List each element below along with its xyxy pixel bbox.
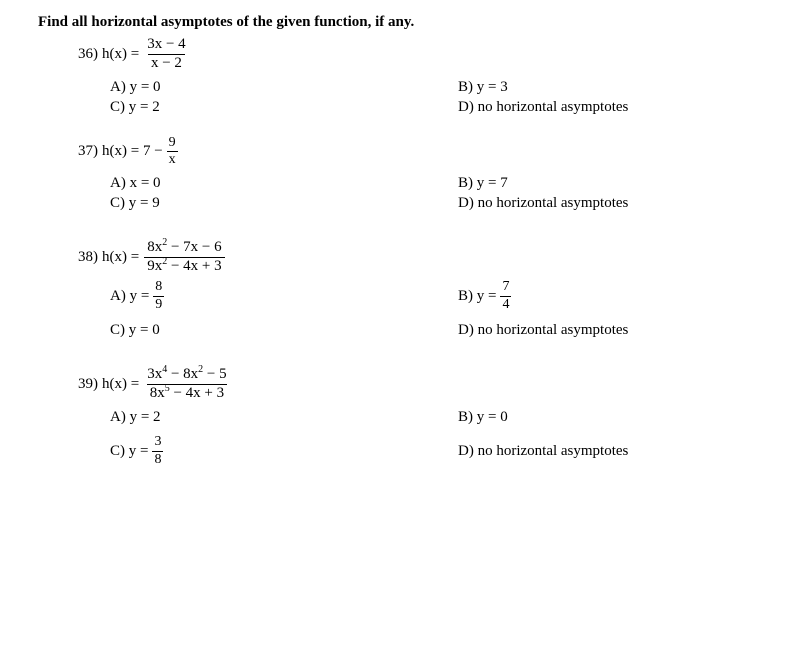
- fraction-denominator: 8x5 − 4x + 3: [147, 384, 227, 402]
- problem-number: 36): [78, 46, 98, 63]
- option-a: A) x = 0: [110, 174, 458, 194]
- fraction: 8x2 − 7x − 6 9x2 − 4x + 3: [144, 240, 224, 275]
- problem-39: 39) h(x) = 3x4 − 8x2 − 5 8x5 − 4x + 3 A)…: [38, 367, 768, 468]
- fraction-denominator: 4: [500, 296, 511, 313]
- option-c: C) y = 9: [110, 194, 458, 214]
- options: A) x = 0 B) y = 7 C) y = 9 D) no horizon…: [110, 174, 768, 214]
- fraction-denominator: 9: [153, 296, 164, 313]
- option-c: C) y = 0: [110, 321, 458, 341]
- option-b: B) y = 3: [458, 78, 508, 98]
- fn-prefix: h(x) =: [102, 46, 139, 63]
- problem-37-stem: 37) h(x) = 7 − 9 x: [78, 136, 768, 168]
- option-b: B) y = 7: [458, 174, 508, 194]
- problem-39-stem: 39) h(x) = 3x4 − 8x2 − 5 8x5 − 4x + 3: [78, 367, 768, 402]
- fn-prefix: h(x) =: [102, 249, 139, 266]
- option-d: D) no horizontal asymptotes: [458, 435, 628, 467]
- option-a: A) y = 0: [110, 78, 458, 98]
- option-c-prefix: C) y =: [110, 443, 148, 460]
- fraction-denominator: 8: [152, 451, 163, 468]
- fraction-numerator: 7: [500, 280, 511, 296]
- fraction: 3x4 − 8x2 − 5 8x5 − 4x + 3: [144, 367, 229, 402]
- fraction-numerator: 8: [153, 280, 164, 296]
- option-a-prefix: A) y =: [110, 288, 149, 305]
- option-b-prefix: B) y =: [458, 288, 496, 305]
- problem-number: 37): [78, 143, 98, 160]
- option-b: B) y = 7 4: [458, 280, 513, 312]
- fraction-numerator: 3: [152, 435, 163, 451]
- options: A) y = 2 B) y = 0 C) y = 3 8 D) no horiz…: [110, 407, 768, 467]
- fraction-numerator: 3x4 − 8x2 − 5: [144, 367, 229, 384]
- option-d: D) no horizontal asymptotes: [458, 98, 628, 118]
- option-c: C) y = 2: [110, 98, 458, 118]
- problem-36-stem: 36) h(x) = 3x − 4 x − 2: [78, 37, 768, 72]
- fraction-denominator: x: [167, 151, 178, 168]
- fraction-denominator: 9x2 − 4x + 3: [144, 257, 224, 275]
- option-a: A) y = 8 9: [110, 280, 458, 312]
- options: A) y = 8 9 B) y = 7 4: [110, 280, 768, 340]
- section-instruction: Find all horizontal asymptotes of the gi…: [38, 14, 768, 31]
- fn-prefix: h(x) = 7 −: [102, 143, 163, 160]
- fraction-numerator: 8x2 − 7x − 6: [144, 240, 224, 257]
- option-d: D) no horizontal asymptotes: [458, 321, 628, 341]
- worksheet-page: Find all horizontal asymptotes of the gi…: [0, 0, 798, 650]
- problem-number: 39): [78, 376, 98, 393]
- option-d: D) no horizontal asymptotes: [458, 194, 628, 214]
- fraction: 9 x: [167, 136, 178, 168]
- option-a: A) y = 2: [110, 407, 458, 427]
- fn-prefix: h(x) =: [102, 376, 139, 393]
- fraction-numerator: 3x − 4: [144, 37, 188, 54]
- options: A) y = 0 B) y = 3 C) y = 2 D) no horizon…: [110, 78, 768, 118]
- option-b-fraction: 7 4: [500, 280, 511, 312]
- fraction-denominator: x − 2: [148, 54, 185, 72]
- option-c-fraction: 3 8: [152, 435, 163, 467]
- option-b: B) y = 0: [458, 407, 508, 427]
- option-a-fraction: 8 9: [153, 280, 164, 312]
- problem-number: 38): [78, 249, 98, 266]
- fraction-numerator: 9: [167, 136, 178, 152]
- problem-38: 38) h(x) = 8x2 − 7x − 6 9x2 − 4x + 3 A) …: [38, 240, 768, 341]
- problem-36: 36) h(x) = 3x − 4 x − 2 A) y = 0 B) y = …: [38, 37, 768, 118]
- fraction: 3x − 4 x − 2: [144, 37, 188, 72]
- option-c: C) y = 3 8: [110, 435, 458, 467]
- problem-37: 37) h(x) = 7 − 9 x A) x = 0 B) y = 7 C) …: [38, 136, 768, 214]
- problem-38-stem: 38) h(x) = 8x2 − 7x − 6 9x2 − 4x + 3: [78, 240, 768, 275]
